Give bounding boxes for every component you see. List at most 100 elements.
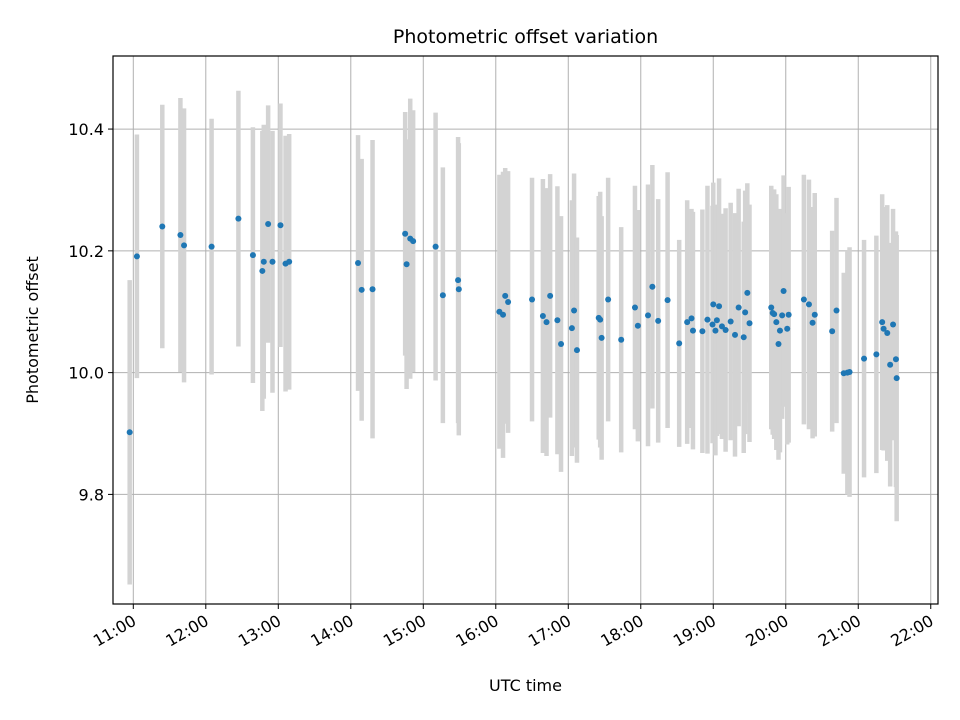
data-point <box>676 340 683 347</box>
data-point <box>829 328 836 335</box>
x-tick-label: 22:00 <box>887 611 936 651</box>
data-point <box>235 215 242 222</box>
data-point <box>892 356 899 363</box>
y-tick-label: 10.4 <box>68 120 104 139</box>
data-point <box>568 325 575 332</box>
data-point <box>605 296 612 303</box>
data-point <box>260 258 267 265</box>
y-tick-label: 10.0 <box>68 364 104 383</box>
data-point <box>645 312 652 319</box>
data-point <box>265 221 272 228</box>
data-point <box>554 317 561 324</box>
data-point <box>403 261 410 268</box>
data-point <box>735 304 742 311</box>
grid <box>113 56 938 604</box>
data-point <box>358 286 365 293</box>
data-point <box>776 327 783 334</box>
data-point <box>744 289 751 296</box>
data-point <box>439 292 446 299</box>
data-point <box>286 258 293 265</box>
x-tick-label: 14:00 <box>307 611 356 651</box>
x-tick-label: 16:00 <box>452 611 501 651</box>
y-tick-label: 9.8 <box>79 485 104 504</box>
data-point <box>873 351 880 358</box>
data-point <box>861 355 868 362</box>
data-point <box>208 243 215 250</box>
data-point <box>159 223 166 230</box>
y-tick-label: 10.2 <box>68 242 104 261</box>
data-point <box>704 316 711 323</box>
data-point <box>539 312 546 319</box>
data-point <box>655 317 662 324</box>
data-point <box>631 304 638 311</box>
data-point <box>688 315 695 322</box>
chart-title: Photometric offset variation <box>393 26 658 48</box>
data-point <box>689 327 696 334</box>
data-point <box>879 319 886 326</box>
x-axis-title: UTC time <box>489 676 562 695</box>
data-point <box>177 232 184 239</box>
error-bars <box>127 90 899 585</box>
data-point <box>742 309 749 316</box>
data-point <box>775 341 782 348</box>
data-point <box>713 317 720 324</box>
data-point <box>780 288 787 295</box>
data-point <box>722 327 729 333</box>
data-point <box>880 325 887 332</box>
data-point <box>500 311 507 318</box>
data-point <box>181 242 188 249</box>
x-tick-label: 15:00 <box>380 611 429 651</box>
data-point <box>543 319 550 326</box>
data-point <box>884 330 891 337</box>
data-point <box>558 341 565 348</box>
data-point <box>573 347 580 354</box>
data-point <box>809 319 816 326</box>
y-axis-title: Photometric offset <box>23 256 42 404</box>
data-point <box>727 318 734 325</box>
x-tick-label: 20:00 <box>742 611 791 651</box>
data-point <box>649 283 656 290</box>
data-point <box>126 429 133 436</box>
data-point <box>890 321 897 328</box>
x-tick-label: 17:00 <box>525 611 574 651</box>
data-point <box>712 327 719 334</box>
data-point <box>710 301 717 308</box>
data-point <box>455 277 462 284</box>
x-tick-label: 18:00 <box>597 611 646 651</box>
data-point <box>732 331 739 338</box>
x-tick-label: 19:00 <box>670 611 719 651</box>
data-point <box>833 307 840 314</box>
x-tick-label: 12:00 <box>162 611 211 651</box>
x-tick-label: 11:00 <box>90 611 139 651</box>
data-point <box>805 301 812 308</box>
data-point <box>571 307 578 314</box>
data-point <box>716 303 723 310</box>
data-point <box>709 321 716 328</box>
data-point <box>410 238 417 245</box>
data-point <box>811 311 818 318</box>
data-point <box>684 319 691 326</box>
data-point <box>402 230 409 237</box>
data-point <box>893 375 900 382</box>
data-point <box>455 286 462 293</box>
x-tick-label: 13:00 <box>235 611 284 651</box>
data-point <box>502 292 509 299</box>
data-point <box>505 298 512 305</box>
data-points <box>126 215 900 436</box>
data-point <box>746 320 753 327</box>
data-point <box>618 336 625 343</box>
data-point <box>598 334 605 341</box>
data-point <box>846 369 853 376</box>
data-point <box>269 258 276 265</box>
data-point <box>249 252 256 259</box>
data-point <box>597 316 604 323</box>
data-point <box>768 304 775 311</box>
data-point <box>664 297 671 304</box>
data-point <box>355 260 362 267</box>
data-point <box>547 292 554 299</box>
data-point <box>699 328 706 335</box>
data-point <box>369 286 376 293</box>
data-point <box>784 325 791 332</box>
data-point <box>740 334 747 341</box>
